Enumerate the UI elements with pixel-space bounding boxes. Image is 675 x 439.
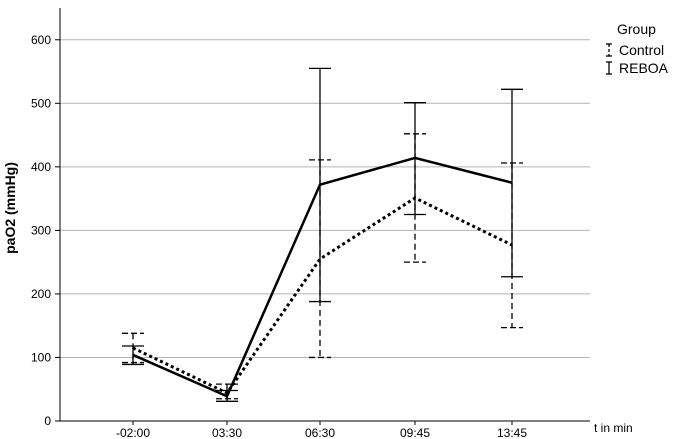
x-tick-label-1: 03:30 xyxy=(212,426,242,439)
x-axis-label: t in min xyxy=(594,421,633,435)
y-tick-label-600: 600 xyxy=(31,33,51,47)
error-bar-reboa-4 xyxy=(501,88,523,278)
grid-lines xyxy=(55,39,590,422)
legend-title: Group xyxy=(617,21,656,37)
y-tick-label-200: 200 xyxy=(31,287,51,301)
legend-label-reboa: REBOA xyxy=(619,60,669,76)
y-tick-label-400: 400 xyxy=(31,160,51,174)
y-tick-label-500: 500 xyxy=(31,96,51,110)
x-tick-label-0: -02:00 xyxy=(116,426,150,439)
error-bar-reboa-1 xyxy=(216,389,238,402)
y-tick-label-0: 0 xyxy=(44,414,51,428)
y-tick-label-300: 300 xyxy=(31,223,51,237)
x-tick-labels: -02:00 03:30 06:30 09:45 13:45 xyxy=(116,421,527,439)
series-line-control xyxy=(132,196,513,395)
y-axis-label: paO2 (mmHg) xyxy=(2,162,18,254)
y-tick-labels: 0 100 200 300 400 500 600 xyxy=(31,33,51,428)
x-tick-label-4: 13:45 xyxy=(497,426,527,439)
axes xyxy=(59,8,590,422)
y-tick-label-100: 100 xyxy=(31,350,51,364)
error-bar-reboa-2 xyxy=(309,67,331,303)
error-bar-reboa-3 xyxy=(404,102,426,216)
x-tick-label-3: 09:45 xyxy=(400,426,430,439)
error-bar-reboa-0 xyxy=(122,345,144,366)
series-line-reboa xyxy=(132,156,513,398)
x-tick-label-2: 06:30 xyxy=(305,426,335,439)
series-group xyxy=(122,67,523,402)
legend: Group Control REBOA xyxy=(606,21,669,76)
legend-label-control: Control xyxy=(619,42,664,58)
legend-item-reboa: REBOA xyxy=(606,60,669,76)
legend-item-control: Control xyxy=(606,42,664,58)
